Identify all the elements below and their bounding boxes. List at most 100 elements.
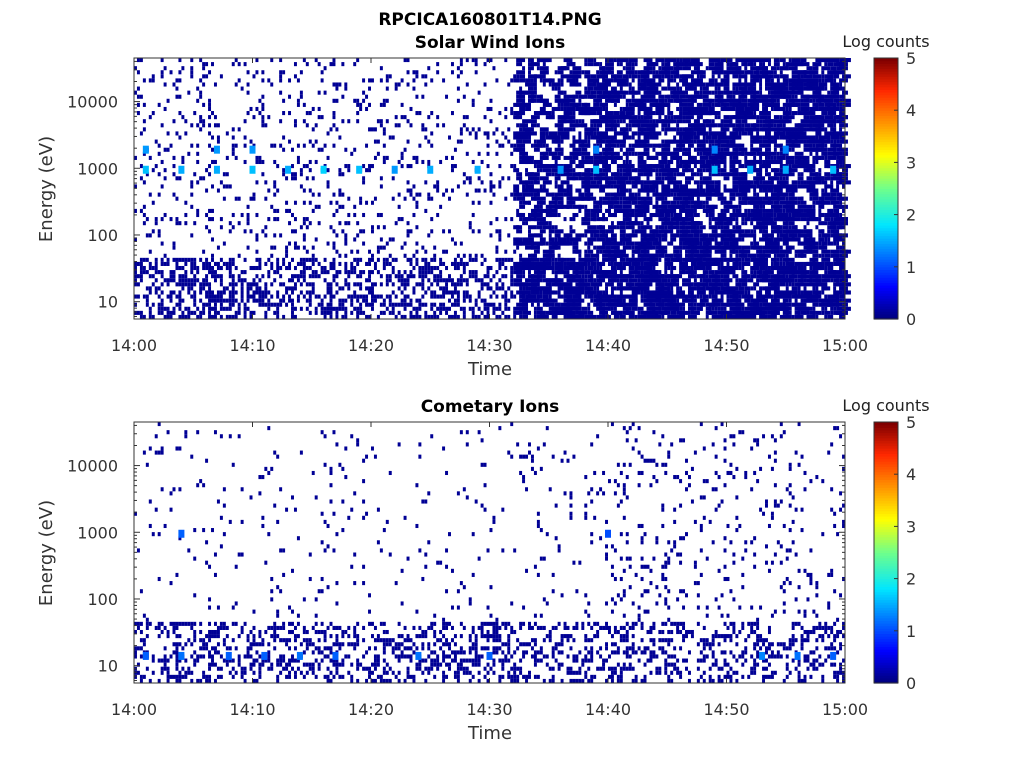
heatmap-cell: [717, 245, 727, 250]
heatmap-cell: [148, 155, 152, 160]
heatmap-cell: [145, 233, 149, 238]
heatmap-cell: [329, 290, 333, 295]
heatmap-cell: [178, 135, 182, 140]
heatmap-cell: [605, 62, 614, 67]
heatmap-cell: [593, 131, 597, 136]
heatmap-cell: [157, 270, 161, 275]
heatmap-cell: [379, 119, 383, 124]
heatmap-cell: [397, 204, 401, 209]
heatmap-cell: [202, 282, 206, 287]
heatmap-cell: [640, 82, 644, 87]
heatmap-cell: [293, 241, 297, 246]
heatmap-cell: [673, 147, 683, 152]
heatmap-cell: [649, 164, 653, 169]
heatmap-cell: [608, 70, 611, 75]
heatmap-cell: [610, 286, 617, 291]
heatmap-cell: [631, 135, 635, 140]
heatmap-cell: [649, 245, 656, 250]
heatmap-cell: [661, 221, 668, 226]
heatmap-cell: [729, 204, 739, 209]
heatmap-cell: [622, 204, 632, 209]
heatmap-cell: [711, 204, 718, 209]
heatmap-cell: [587, 237, 597, 242]
heatmap-cell: [693, 90, 700, 95]
heatmap-cell: [646, 237, 656, 242]
heatmap-cell: [643, 286, 650, 291]
heatmap-cell: [551, 111, 555, 116]
heatmap-cell: [406, 229, 410, 234]
heatmap-cell: [234, 155, 238, 160]
heatmap-cell: [359, 294, 363, 299]
heatmap-cell: [593, 212, 597, 218]
heatmap-cell: [572, 111, 576, 116]
heatmap-cell: [536, 233, 543, 238]
heatmap-cell: [344, 270, 348, 275]
heatmap-cell: [415, 314, 419, 319]
heatmap-cell: [264, 261, 268, 266]
heatmap-cell: [533, 159, 543, 165]
heatmap-cell: [738, 164, 745, 169]
heatmap-cell: [596, 78, 600, 83]
heatmap-cell: [744, 180, 748, 185]
heatmap-cell: [693, 278, 697, 283]
heatmap-cell: [696, 192, 700, 197]
heatmap-cell: [563, 237, 567, 242]
heatmap-cell: [696, 119, 700, 124]
heatmap-cell: [652, 66, 656, 71]
heatmap-cell: [690, 74, 694, 79]
heatmap-cell: [528, 229, 531, 234]
heatmap-cell: [708, 310, 718, 315]
heatmap-cell: [723, 200, 733, 205]
heatmap-cell: [661, 282, 665, 287]
heatmap-cell: [667, 192, 671, 197]
heatmap-cell: [708, 290, 715, 295]
heatmap-cell: [213, 115, 217, 120]
heatmap-cell: [504, 314, 508, 319]
heatmap-cell: [516, 270, 523, 275]
heatmap-cell: [735, 229, 745, 234]
heatmap-cell: [705, 111, 712, 116]
heatmap-cell: [685, 188, 691, 193]
heatmap-cell: [613, 123, 620, 128]
heatmap-cell: [625, 115, 629, 120]
heatmap-cell: [596, 184, 600, 189]
heatmap-cell: [693, 123, 700, 128]
heatmap-cell: [314, 139, 318, 144]
heatmap-cell: [599, 70, 606, 75]
heatmap-cell: [489, 58, 493, 63]
heatmap-cell: [634, 176, 641, 181]
heatmap-cell: [720, 168, 727, 173]
heatmap-cell: [178, 302, 182, 307]
heatmap-cell: [148, 115, 152, 120]
heatmap-cell: [685, 74, 691, 79]
heatmap-cell: [747, 70, 754, 75]
heatmap-cell: [711, 74, 715, 79]
heatmap-cell: [744, 257, 751, 262]
heatmap-cell: [163, 66, 167, 71]
heatmap-cell: [696, 82, 703, 87]
heatmap-cell: [442, 302, 446, 307]
heatmap-cell: [729, 143, 733, 148]
heatmap-cell: [148, 261, 152, 266]
heatmap-cell: [581, 221, 591, 226]
heatmap-cell: [525, 78, 531, 83]
heatmap-cell: [489, 106, 493, 112]
heatmap-cell: [661, 314, 665, 319]
heatmap-cell: [744, 90, 754, 95]
heatmap-cell: [714, 278, 721, 283]
heatmap-cell: [288, 111, 292, 116]
heatmap-cell: [190, 265, 194, 271]
heatmap-cell: [166, 98, 170, 103]
heatmap-cell: [690, 249, 694, 254]
heatmap-cell: [178, 176, 182, 181]
heatmap-cell: [643, 278, 653, 283]
heatmap-cell: [723, 164, 727, 169]
heatmap-cell: [243, 159, 247, 165]
heatmap-cell: [593, 278, 597, 283]
heatmap-cell: [199, 257, 203, 262]
heatmap-cell: [371, 127, 374, 132]
heatmap-cell: [596, 290, 603, 295]
heatmap-cell: [708, 217, 712, 222]
heatmap-cell: [412, 184, 416, 189]
heatmap-cell: [699, 257, 703, 262]
